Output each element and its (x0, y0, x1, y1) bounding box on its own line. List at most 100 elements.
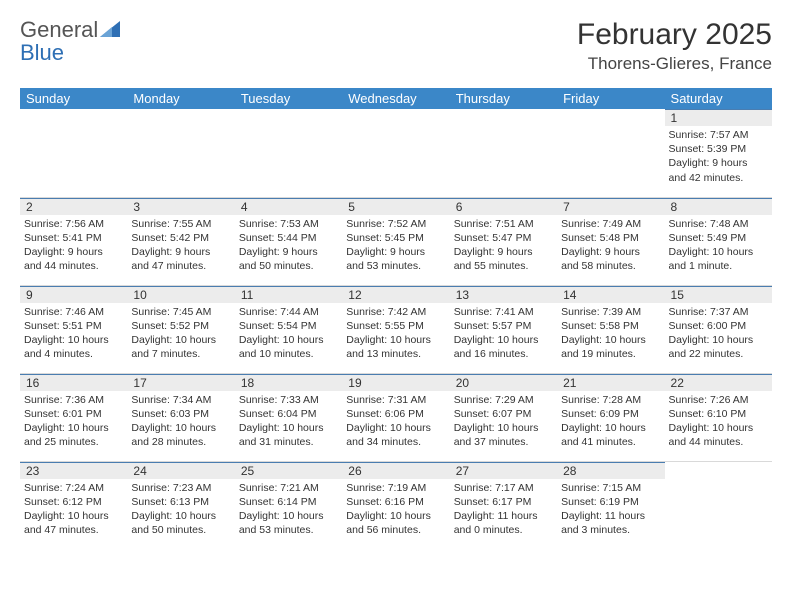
day-number: 20 (450, 374, 557, 391)
day-info-line: Sunrise: 7:29 AM (454, 393, 553, 407)
day-info-line: Daylight: 10 hours (131, 509, 230, 523)
day-info-line: Sunset: 5:58 PM (561, 319, 660, 333)
day-info-line: Sunrise: 7:34 AM (131, 393, 230, 407)
weekday-header: Monday (127, 88, 234, 109)
day-number: 15 (665, 286, 772, 303)
day-number: 10 (127, 286, 234, 303)
day-number: 21 (557, 374, 664, 391)
day-info-line: Daylight: 10 hours (561, 421, 660, 435)
calendar-page: General Blue February 2025 Thorens-Glier… (0, 0, 792, 559)
day-number: 12 (342, 286, 449, 303)
day-info-line: and 50 minutes. (131, 523, 230, 537)
day-info-line: Daylight: 10 hours (346, 333, 445, 347)
day-info-line: and 37 minutes. (454, 435, 553, 449)
day-info-line: Sunrise: 7:26 AM (669, 393, 768, 407)
calendar-week-row: 23Sunrise: 7:24 AMSunset: 6:12 PMDayligh… (20, 461, 772, 549)
day-number: 6 (450, 198, 557, 215)
day-info-line: and 3 minutes. (561, 523, 660, 537)
day-info-line: Sunrise: 7:24 AM (24, 481, 123, 495)
day-info-line: Sunset: 6:01 PM (24, 407, 123, 421)
day-number: 9 (20, 286, 127, 303)
calendar-day-cell: 22Sunrise: 7:26 AMSunset: 6:10 PMDayligh… (665, 373, 772, 461)
calendar-day-cell: 28Sunrise: 7:15 AMSunset: 6:19 PMDayligh… (557, 461, 664, 549)
day-info-line: and 16 minutes. (454, 347, 553, 361)
calendar-day-cell: 9Sunrise: 7:46 AMSunset: 5:51 PMDaylight… (20, 285, 127, 373)
weekday-header: Sunday (20, 88, 127, 109)
day-info-line: Sunrise: 7:49 AM (561, 217, 660, 231)
day-info-line: Sunset: 6:14 PM (239, 495, 338, 509)
day-number: 28 (557, 462, 664, 479)
day-info-line: Daylight: 9 hours (454, 245, 553, 259)
day-info-line: and 10 minutes. (239, 347, 338, 361)
day-info-line: and 22 minutes. (669, 347, 768, 361)
calendar-day-cell: 2Sunrise: 7:56 AMSunset: 5:41 PMDaylight… (20, 197, 127, 285)
day-info-line: Daylight: 11 hours (561, 509, 660, 523)
day-info-line: Sunrise: 7:15 AM (561, 481, 660, 495)
page-header: General Blue February 2025 Thorens-Glier… (20, 18, 772, 74)
day-info-line: Sunset: 6:13 PM (131, 495, 230, 509)
calendar-table: Sunday Monday Tuesday Wednesday Thursday… (20, 88, 772, 549)
calendar-day-cell (20, 109, 127, 197)
day-info-line: Daylight: 10 hours (669, 421, 768, 435)
calendar-day-cell: 5Sunrise: 7:52 AMSunset: 5:45 PMDaylight… (342, 197, 449, 285)
day-info-line: and 55 minutes. (454, 259, 553, 273)
day-info-line: Sunset: 5:55 PM (346, 319, 445, 333)
day-info-line: Sunrise: 7:56 AM (24, 217, 123, 231)
calendar-week-row: 1Sunrise: 7:57 AMSunset: 5:39 PMDaylight… (20, 109, 772, 197)
day-info-line: Daylight: 10 hours (454, 421, 553, 435)
day-info-line: Sunrise: 7:52 AM (346, 217, 445, 231)
calendar-week-row: 16Sunrise: 7:36 AMSunset: 6:01 PMDayligh… (20, 373, 772, 461)
calendar-day-cell: 27Sunrise: 7:17 AMSunset: 6:17 PMDayligh… (450, 461, 557, 549)
calendar-day-cell: 12 Sunrise: 7:42 AMSunset: 5:55 PMDayligh… (342, 285, 449, 373)
calendar-day-cell (342, 109, 449, 197)
day-info-line: Sunset: 5:52 PM (131, 319, 230, 333)
day-info-line: and 25 minutes. (24, 435, 123, 449)
day-info-line: Daylight: 9 hours (239, 245, 338, 259)
day-number: 22 (665, 374, 772, 391)
logo: General Blue (20, 18, 120, 64)
day-info-line: Daylight: 11 hours (454, 509, 553, 523)
weekday-header: Tuesday (235, 88, 342, 109)
day-info-line: and 44 minutes. (669, 435, 768, 449)
calendar-day-cell: 16Sunrise: 7:36 AMSunset: 6:01 PMDayligh… (20, 373, 127, 461)
day-info-line: Sunset: 6:09 PM (561, 407, 660, 421)
calendar-week-row: 2Sunrise: 7:56 AMSunset: 5:41 PMDaylight… (20, 197, 772, 285)
day-info-line: and 47 minutes. (131, 259, 230, 273)
calendar-day-cell (127, 109, 234, 197)
calendar-day-cell: 17Sunrise: 7:34 AMSunset: 6:03 PMDayligh… (127, 373, 234, 461)
day-number: 18 (235, 374, 342, 391)
day-info-line: Sunset: 5:48 PM (561, 231, 660, 245)
day-info-line: Sunset: 5:41 PM (24, 231, 123, 245)
day-info-line: Sunrise: 7:46 AM (24, 305, 123, 319)
day-info-line: Sunset: 6:12 PM (24, 495, 123, 509)
day-number: 1 (665, 109, 772, 126)
day-info-line: Sunrise: 7:37 AM (669, 305, 768, 319)
day-info-line: and 31 minutes. (239, 435, 338, 449)
day-info-line: Daylight: 10 hours (454, 333, 553, 347)
calendar-day-cell: 23Sunrise: 7:24 AMSunset: 6:12 PMDayligh… (20, 461, 127, 549)
day-number: 25 (235, 462, 342, 479)
weekday-header: Thursday (450, 88, 557, 109)
calendar-day-cell: 13Sunrise: 7:41 AMSunset: 5:57 PMDayligh… (450, 285, 557, 373)
day-info-line: Sunrise: 7:17 AM (454, 481, 553, 495)
day-info-line: and 58 minutes. (561, 259, 660, 273)
day-info-line: Daylight: 9 hours (131, 245, 230, 259)
day-info-line: Sunrise: 7:21 AM (239, 481, 338, 495)
triangle-icon (100, 17, 120, 42)
day-info-line: Sunset: 5:54 PM (239, 319, 338, 333)
calendar-day-cell: 24Sunrise: 7:23 AMSunset: 6:13 PMDayligh… (127, 461, 234, 549)
day-info-line: Sunrise: 7:44 AM (239, 305, 338, 319)
day-info-line: Sunset: 5:57 PM (454, 319, 553, 333)
day-info-line: Daylight: 9 hours (669, 156, 768, 170)
day-info-line: and 7 minutes. (131, 347, 230, 361)
day-info-line: Sunrise: 7:42 AM (346, 305, 445, 319)
calendar-day-cell (665, 461, 772, 549)
day-info-line: and 28 minutes. (131, 435, 230, 449)
day-info-line: and 53 minutes. (346, 259, 445, 273)
day-info-line: Sunrise: 7:57 AM (669, 128, 768, 142)
day-info-line: Sunset: 6:04 PM (239, 407, 338, 421)
weekday-header: Wednesday (342, 88, 449, 109)
day-info-line: Daylight: 10 hours (561, 333, 660, 347)
logo-word-2: Blue (20, 40, 64, 65)
day-info-line: Daylight: 10 hours (24, 509, 123, 523)
